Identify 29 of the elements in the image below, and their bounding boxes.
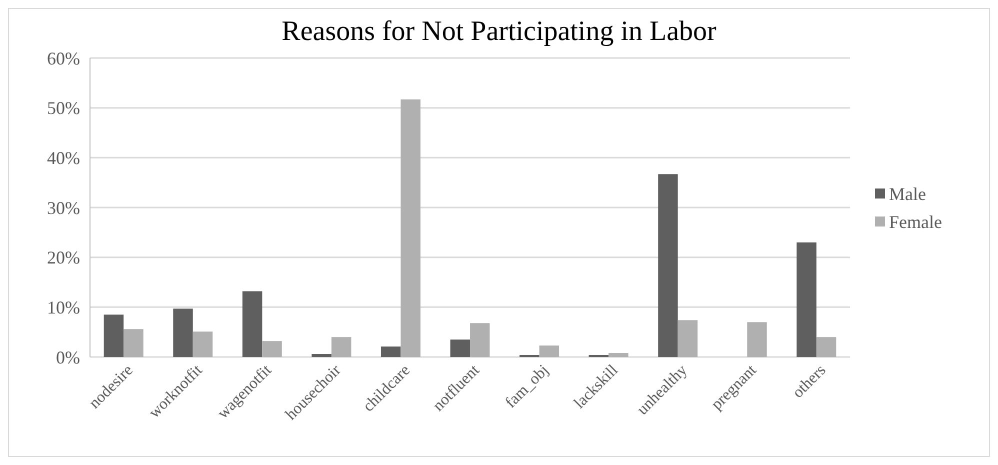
bar: [796, 242, 816, 357]
bar: [450, 340, 470, 357]
y-tick-label: 40%: [47, 148, 80, 168]
bar: [658, 174, 678, 357]
y-tick-label: 0%: [56, 347, 80, 368]
y-tick-label: 60%: [47, 48, 80, 68]
bar: [262, 341, 282, 357]
bar: [331, 337, 352, 357]
bar: [242, 291, 262, 357]
legend-label: Female: [889, 212, 942, 232]
bar: [747, 322, 767, 357]
bar: [608, 353, 628, 357]
bar: [192, 332, 213, 357]
y-tick-label: 10%: [47, 297, 80, 318]
bar: [816, 337, 836, 357]
bar: [173, 308, 193, 357]
bar: [380, 346, 401, 357]
bar: [678, 320, 698, 357]
bar: [400, 99, 420, 357]
bar: [539, 346, 560, 357]
y-tick-label: 30%: [47, 198, 80, 218]
legend-label: Male: [889, 184, 926, 204]
bar: [312, 354, 332, 357]
bar: [104, 314, 124, 357]
y-tick-label: 20%: [47, 248, 80, 268]
bar: [470, 323, 490, 357]
bar: [124, 329, 144, 357]
chart-title: Reasons for Not Participating in Labor: [282, 16, 718, 47]
y-tick-label: 50%: [47, 98, 80, 118]
